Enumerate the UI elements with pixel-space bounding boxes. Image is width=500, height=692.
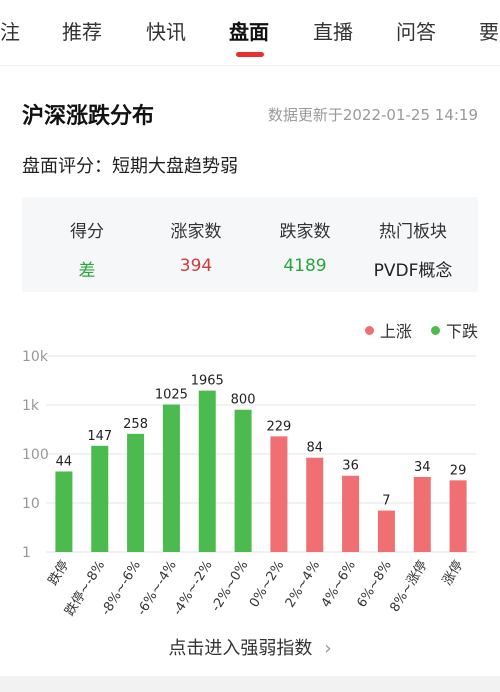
bar-value-label: 800 bbox=[231, 393, 256, 408]
summary-panel: 得分 差 涨家数 394 跌家数 4189 热门板块 PVDF概念 bbox=[22, 197, 478, 292]
y-tick-label: 10k bbox=[22, 350, 49, 365]
bar[interactable] bbox=[270, 436, 288, 552]
active-tab-indicator bbox=[236, 52, 264, 57]
x-tick-label: 跌停 bbox=[45, 558, 72, 589]
legend-up-dot-icon bbox=[364, 326, 374, 335]
y-tick-label: 100 bbox=[22, 447, 49, 463]
tab-important[interactable]: 要 bbox=[479, 20, 499, 44]
update-timestamp: 数据更新于2022-01-25 14:19 bbox=[267, 106, 478, 124]
bar[interactable] bbox=[413, 476, 431, 552]
distribution-bar-chart: 1101001k10k44跌停147跌停~-8%258-8%~-6%1025-6… bbox=[22, 350, 476, 619]
bar[interactable] bbox=[162, 404, 180, 552]
tab-qa[interactable]: 问答 bbox=[396, 20, 436, 44]
bar[interactable] bbox=[234, 409, 252, 552]
x-tick-label: 涨停 bbox=[439, 558, 466, 589]
x-tick-label: 2%~4% bbox=[283, 558, 323, 610]
legend-down: 下跌 bbox=[430, 318, 478, 342]
section-title: 沪深涨跌分布 bbox=[22, 104, 155, 129]
strength-index-link-label: 点击进入强弱指数 bbox=[168, 638, 313, 659]
stat-score-value: 差 bbox=[78, 261, 96, 281]
y-tick-label: 10 bbox=[22, 496, 40, 512]
legend-up-label: 上涨 bbox=[379, 322, 412, 341]
x-tick-label: 6%~8% bbox=[354, 558, 394, 610]
y-tick-label: 1 bbox=[22, 545, 31, 561]
bar[interactable] bbox=[342, 475, 360, 552]
x-tick-label: 0%~2% bbox=[247, 558, 287, 610]
bar[interactable] bbox=[127, 433, 145, 552]
stat-up-count-value: 394 bbox=[179, 256, 213, 276]
chevron-right-icon: › bbox=[324, 638, 332, 659]
bar[interactable] bbox=[91, 445, 109, 552]
stat-up-count-label: 涨家数 bbox=[170, 222, 222, 242]
chart-legend: 上涨 下跌 bbox=[351, 318, 478, 342]
stat-down-count-label: 跌家数 bbox=[279, 222, 331, 242]
legend-down-dot-icon bbox=[430, 326, 440, 335]
bar[interactable] bbox=[306, 457, 324, 552]
stat-hot-sector: 热门板块 PVDF概念 bbox=[356, 217, 470, 281]
bar[interactable] bbox=[449, 480, 467, 552]
bar-value-label: 7 bbox=[382, 494, 390, 509]
legend-up: 上涨 bbox=[364, 318, 412, 342]
tab-market[interactable]: 盘面 bbox=[229, 20, 269, 44]
stat-down-count: 跌家数 4189 bbox=[248, 217, 362, 276]
x-tick-label: 4%~6% bbox=[319, 558, 359, 610]
tab-news-flash[interactable]: 快讯 bbox=[146, 20, 186, 44]
bottom-divider bbox=[0, 676, 500, 692]
bar-value-label: 258 bbox=[123, 417, 148, 432]
bar-value-label: 29 bbox=[450, 463, 467, 478]
bar-value-label: 1965 bbox=[191, 374, 224, 389]
bar-value-label: 84 bbox=[306, 441, 323, 456]
bar[interactable] bbox=[198, 390, 216, 552]
bar[interactable] bbox=[55, 471, 73, 552]
bar-value-label: 1025 bbox=[155, 387, 188, 402]
bar-value-label: 229 bbox=[267, 419, 292, 434]
bar-value-label: 44 bbox=[56, 454, 73, 469]
legend-down-label: 下跌 bbox=[445, 322, 478, 341]
stat-hot-sector-label: 热门板块 bbox=[379, 222, 447, 242]
stat-hot-sector-value[interactable]: PVDF概念 bbox=[373, 261, 453, 281]
bar-value-label: 147 bbox=[87, 429, 112, 444]
bar[interactable] bbox=[377, 510, 395, 552]
stat-down-count-value: 4189 bbox=[283, 256, 327, 276]
bar-value-label: 34 bbox=[414, 460, 431, 475]
bar-value-label: 36 bbox=[342, 459, 359, 474]
tab-follow[interactable]: 注 bbox=[0, 20, 20, 44]
stat-score: 得分 差 bbox=[30, 217, 144, 281]
stat-up-count: 涨家数 394 bbox=[139, 217, 253, 276]
tab-live[interactable]: 直播 bbox=[313, 20, 353, 44]
market-rating: 盘面评分：短期大盘趋势弱 bbox=[22, 156, 238, 177]
stat-score-label: 得分 bbox=[70, 222, 104, 242]
top-tab-bar: 注 推荐 快讯 盘面 直播 问答 要 bbox=[0, 0, 500, 66]
strength-index-link[interactable]: 点击进入强弱指数 › bbox=[0, 634, 500, 660]
y-tick-label: 1k bbox=[22, 398, 40, 414]
tab-recommend[interactable]: 推荐 bbox=[62, 20, 102, 44]
